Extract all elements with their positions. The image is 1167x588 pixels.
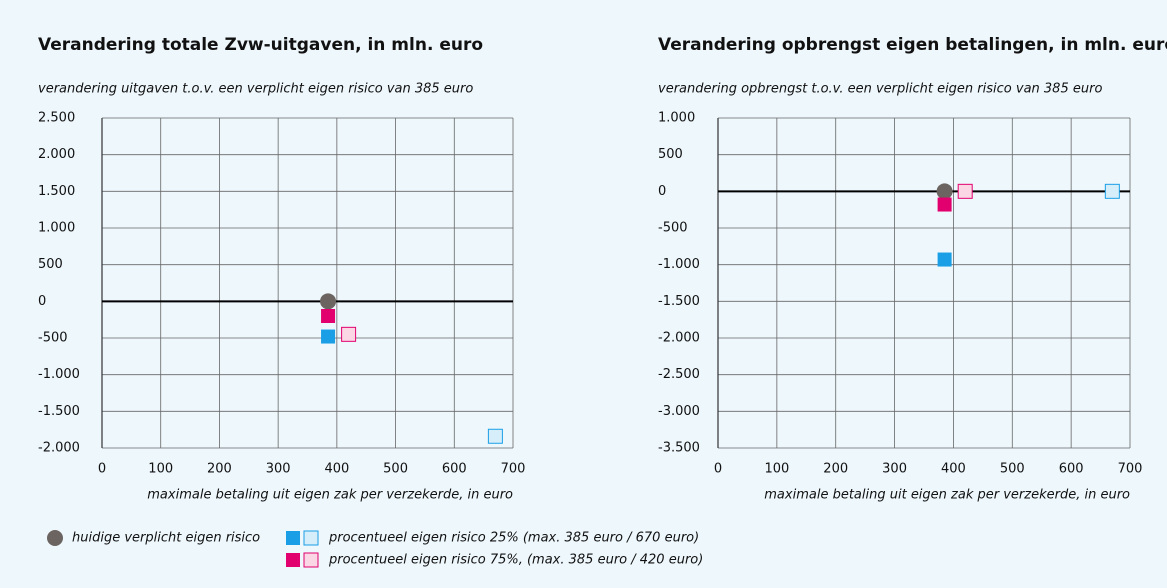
legend-label: huidige verplicht eigen risico xyxy=(72,531,260,546)
x-tick-label: 0 xyxy=(98,462,106,477)
legend-label: procentueel eigen risico 25% (max. 385 e… xyxy=(328,531,699,546)
y-tick-label: -3.500 xyxy=(658,441,700,456)
y-tick-label: -1.000 xyxy=(658,257,700,272)
y-tick-label: -3.000 xyxy=(658,404,700,419)
chart-title: Verandering totale Zvw-uitgaven, in mln.… xyxy=(38,35,483,55)
subtitle: verandering opbrengst t.o.v. een verplic… xyxy=(658,82,1102,97)
chart-title: Verandering opbrengst eigen betalingen, … xyxy=(658,35,1167,55)
y-tick-label: 1.500 xyxy=(38,184,75,199)
x-tick-label: 100 xyxy=(148,462,173,477)
point xyxy=(321,329,336,344)
x-tick-label: 100 xyxy=(764,462,789,477)
subtitle: verandering uitgaven t.o.v. een verplich… xyxy=(38,82,473,97)
x-tick-label: 500 xyxy=(1000,462,1025,477)
x-tick-label: 0 xyxy=(714,462,722,477)
legend-marker xyxy=(303,552,319,568)
y-tick-label: -1.500 xyxy=(38,404,80,419)
point xyxy=(936,183,953,200)
y-tick-label: -1.500 xyxy=(658,294,700,309)
point xyxy=(937,197,952,212)
x-tick-label: 600 xyxy=(1059,462,1084,477)
y-tick-label: 2.000 xyxy=(38,147,75,162)
point xyxy=(320,293,337,310)
legend-marker xyxy=(286,531,300,545)
point xyxy=(341,326,357,342)
y-tick-label: 2.500 xyxy=(38,111,75,126)
x-tick-label: 200 xyxy=(207,462,232,477)
y-tick-label: 0 xyxy=(658,184,666,199)
point xyxy=(937,252,952,267)
y-tick-label: 1.000 xyxy=(658,111,695,126)
y-tick-label: 0 xyxy=(38,294,46,309)
y-tick-label: -500 xyxy=(38,331,68,346)
x-tick-label: 300 xyxy=(266,462,291,477)
x-tick-label: 700 xyxy=(501,462,526,477)
y-tick-label: 1.000 xyxy=(38,221,75,236)
y-tick-label: 500 xyxy=(38,257,63,272)
point xyxy=(487,428,503,444)
legend-marker xyxy=(303,530,319,546)
x-tick-label: 200 xyxy=(823,462,848,477)
x-tick-label: 700 xyxy=(1118,462,1143,477)
y-tick-label: -2.500 xyxy=(658,367,700,382)
y-tick-label: -1.000 xyxy=(38,367,80,382)
point xyxy=(957,183,973,199)
x-tick-label: 600 xyxy=(442,462,467,477)
y-tick-label: 500 xyxy=(658,147,683,162)
x-axis-label: maximale betaling uit eigen zak per verz… xyxy=(764,488,1130,503)
x-tick-label: 400 xyxy=(941,462,966,477)
x-tick-label: 500 xyxy=(383,462,408,477)
point xyxy=(1104,183,1120,199)
y-tick-label: -2.000 xyxy=(38,441,80,456)
point xyxy=(321,309,336,323)
legend-marker xyxy=(47,530,63,546)
y-tick-label: -2.000 xyxy=(658,331,700,346)
legend-marker xyxy=(286,553,300,567)
x-axis-label: maximale betaling uit eigen zak per verz… xyxy=(147,488,513,503)
x-tick-label: 300 xyxy=(882,462,907,477)
x-tick-label: 400 xyxy=(324,462,349,477)
legend-label: procentueel eigen risico 75%, (max. 385 … xyxy=(328,553,703,568)
y-tick-label: -500 xyxy=(658,221,688,236)
